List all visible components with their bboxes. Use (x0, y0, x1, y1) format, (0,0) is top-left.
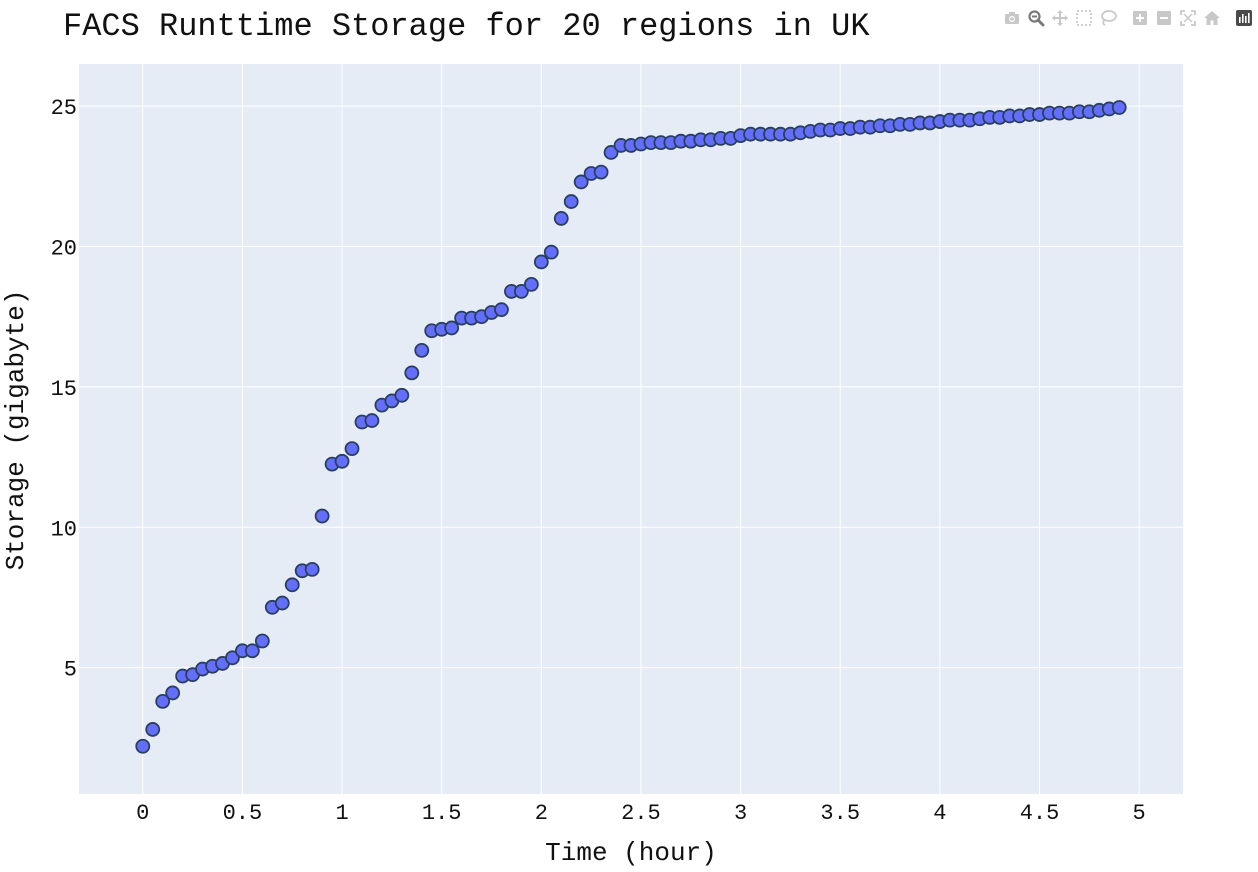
x-axis-label: Time (hour) (545, 838, 717, 867)
box-select-icon[interactable] (1074, 8, 1094, 28)
data-point[interactable] (533, 254, 549, 270)
x-tick-label: 5 (1133, 801, 1146, 826)
plot-area[interactable] (79, 64, 1183, 794)
zoom-icon[interactable] (1026, 8, 1046, 28)
chart-title: FACS Runttime Storage for 20 regions in … (63, 8, 870, 45)
data-point[interactable] (404, 365, 420, 381)
data-point[interactable] (135, 738, 151, 754)
data-point[interactable] (314, 508, 330, 524)
grid-lines (79, 64, 1183, 794)
data-point[interactable] (304, 561, 320, 577)
pan-icon[interactable] (1050, 8, 1070, 28)
data-point[interactable] (553, 211, 569, 226)
data-point[interactable] (364, 413, 380, 428)
x-tick-label: 0.5 (223, 801, 263, 826)
data-point[interactable] (284, 577, 300, 593)
data-point[interactable] (593, 164, 609, 180)
data-point[interactable] (274, 595, 290, 611)
camera-icon[interactable] (1002, 8, 1022, 28)
y-tick-label: 15 (51, 377, 77, 402)
x-tick-label: 1.5 (422, 801, 462, 826)
y-tick-label: 10 (51, 517, 77, 542)
y-tick-labels: 5 10 15 20 25 (51, 96, 77, 683)
data-point[interactable] (523, 277, 539, 292)
data-point[interactable] (155, 693, 171, 709)
x-tick-label: 3.5 (820, 801, 860, 826)
data-point[interactable] (1111, 100, 1127, 115)
data-point[interactable] (563, 194, 579, 209)
data-point[interactable] (225, 650, 240, 666)
zoom-in-icon[interactable] (1130, 8, 1150, 28)
data-point[interactable] (513, 284, 529, 299)
x-tick-label: 4.5 (1020, 801, 1060, 826)
data-point[interactable] (165, 685, 181, 701)
lasso-select-icon[interactable] (1098, 8, 1118, 28)
data-point[interactable] (254, 633, 270, 649)
zoom-out-icon[interactable] (1154, 8, 1174, 28)
data-point[interactable] (444, 320, 460, 336)
y-tick-label: 25 (51, 96, 77, 121)
x-tick-label: 1 (335, 801, 348, 826)
data-point[interactable] (543, 244, 559, 260)
x-tick-label: 2 (535, 801, 548, 826)
y-tick-label: 20 (51, 237, 77, 262)
y-tick-label: 5 (64, 658, 77, 683)
y-axis-label: Storage (gigabyte) (1, 290, 31, 571)
reset-axes-icon[interactable] (1202, 8, 1222, 28)
data-point[interactable] (145, 722, 161, 737)
x-tick-label: 2.5 (621, 801, 661, 826)
x-tick-label: 3 (734, 801, 747, 826)
data-point[interactable] (603, 145, 619, 160)
data-point[interactable] (414, 342, 430, 358)
autoscale-icon[interactable] (1178, 8, 1198, 28)
data-points (135, 100, 1127, 754)
modebar (998, 8, 1254, 28)
data-point[interactable] (334, 453, 350, 469)
x-tick-label: 0 (136, 801, 149, 826)
plotly-logo-icon[interactable] (1234, 8, 1254, 28)
data-point[interactable] (573, 174, 589, 190)
data-point[interactable] (394, 387, 410, 403)
data-point[interactable] (494, 302, 509, 318)
data-point[interactable] (244, 643, 260, 659)
x-tick-label: 4 (933, 801, 946, 826)
data-point[interactable] (344, 441, 360, 457)
x-tick-labels: 0 0.5 1 1.5 2 2.5 3 3.5 4 4.5 5 (136, 801, 1146, 826)
